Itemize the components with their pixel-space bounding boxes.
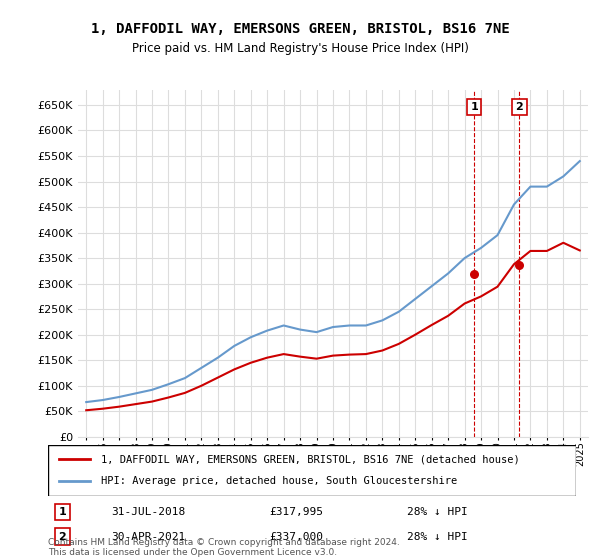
- Text: 30-APR-2021: 30-APR-2021: [112, 531, 185, 542]
- Text: HPI: Average price, detached house, South Gloucestershire: HPI: Average price, detached house, Sout…: [101, 477, 457, 487]
- Text: 31-JUL-2018: 31-JUL-2018: [112, 507, 185, 517]
- Text: Contains HM Land Registry data © Crown copyright and database right 2024.
This d: Contains HM Land Registry data © Crown c…: [48, 538, 400, 557]
- Text: 1, DAFFODIL WAY, EMERSONS GREEN, BRISTOL, BS16 7NE (detached house): 1, DAFFODIL WAY, EMERSONS GREEN, BRISTOL…: [101, 454, 520, 464]
- Text: 1, DAFFODIL WAY, EMERSONS GREEN, BRISTOL, BS16 7NE: 1, DAFFODIL WAY, EMERSONS GREEN, BRISTOL…: [91, 22, 509, 36]
- Point: [515, 260, 524, 269]
- FancyBboxPatch shape: [48, 445, 576, 496]
- Text: 1: 1: [59, 507, 67, 517]
- Text: 28% ↓ HPI: 28% ↓ HPI: [407, 507, 468, 517]
- Text: 1: 1: [470, 102, 478, 112]
- Text: 28% ↓ HPI: 28% ↓ HPI: [407, 531, 468, 542]
- Text: £317,995: £317,995: [270, 507, 324, 517]
- Point: [469, 270, 479, 279]
- Text: Price paid vs. HM Land Registry's House Price Index (HPI): Price paid vs. HM Land Registry's House …: [131, 42, 469, 55]
- Text: 2: 2: [515, 102, 523, 112]
- Text: 2: 2: [59, 531, 67, 542]
- Text: £337,000: £337,000: [270, 531, 324, 542]
